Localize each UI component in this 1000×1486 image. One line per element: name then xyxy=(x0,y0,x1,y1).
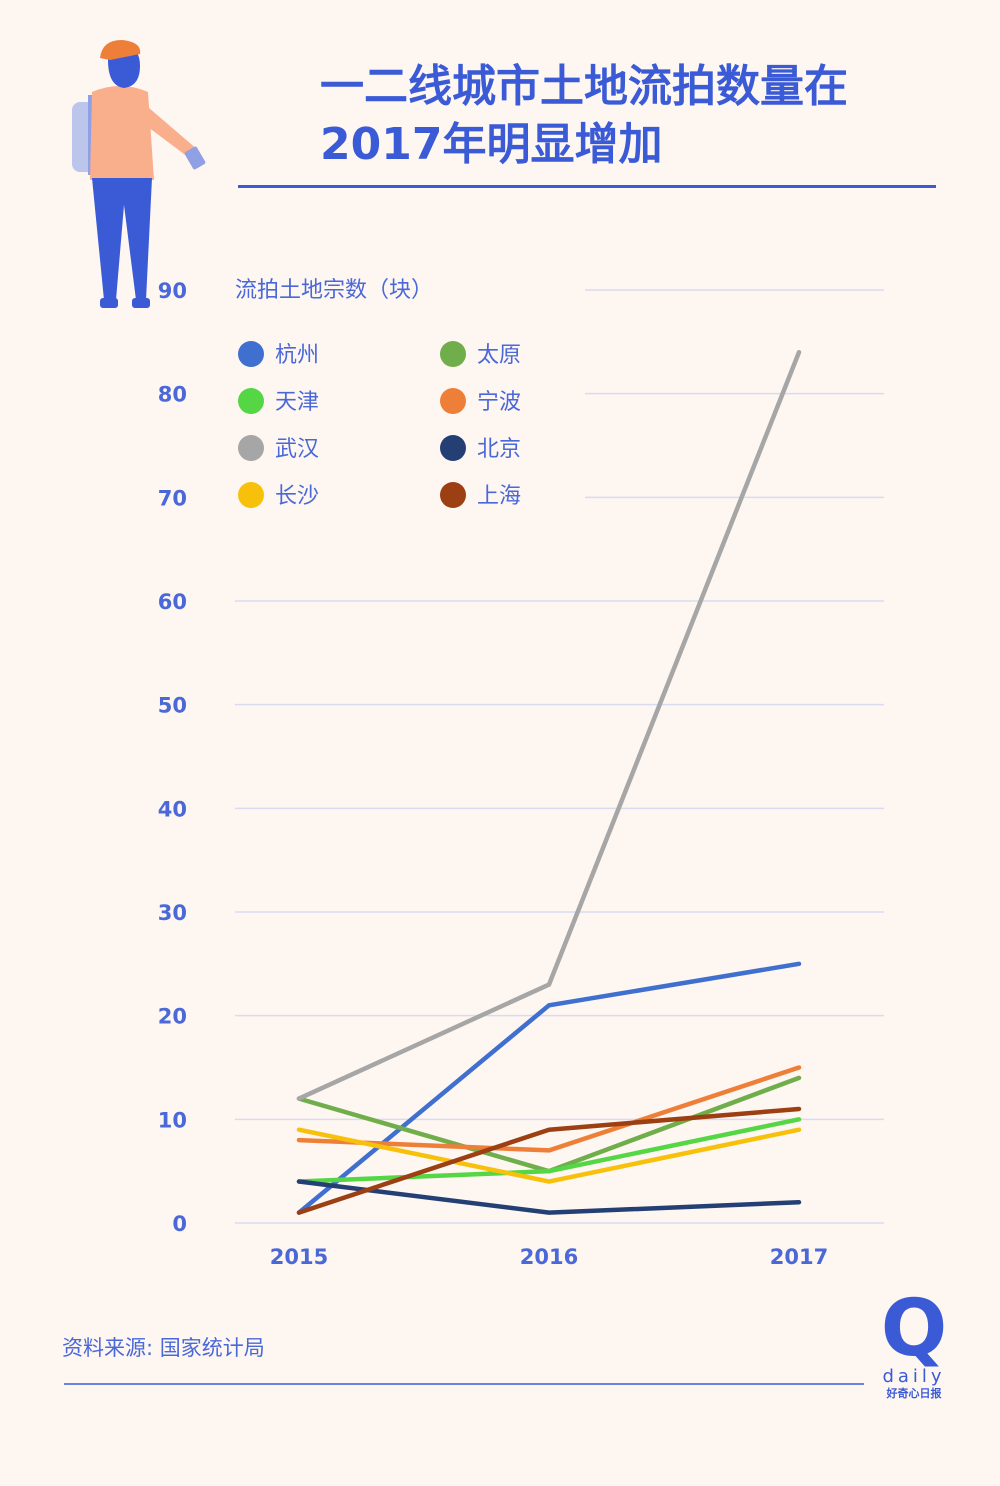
y-tick-label: 30 xyxy=(158,901,187,925)
x-tick-label: 2016 xyxy=(520,1245,578,1269)
grid-lines xyxy=(235,289,884,1224)
legend-label: 太原 xyxy=(477,343,521,368)
legend-label: 天津 xyxy=(275,390,319,415)
y-tick-label: 10 xyxy=(158,1108,187,1132)
shoe-right xyxy=(132,298,150,308)
y-tick-label: 40 xyxy=(158,797,187,821)
series-line-长沙 xyxy=(296,1127,802,1184)
legend-swatch xyxy=(238,482,264,508)
series-line-杭州 xyxy=(296,961,802,1215)
y-tick-label: 70 xyxy=(158,486,187,510)
logo-mark: Q xyxy=(881,1285,947,1374)
legend-label: 长沙 xyxy=(275,484,319,509)
legend-label: 上海 xyxy=(477,484,521,509)
legend-item: 杭州 xyxy=(238,341,319,368)
legs xyxy=(92,178,152,300)
legend-swatch xyxy=(440,341,466,367)
title-line-1: 一二线城市土地流拍数量在 xyxy=(320,61,848,112)
qdaily-logo: Q daily 好奇心日报 xyxy=(881,1285,947,1400)
x-tick-label: 2015 xyxy=(270,1245,328,1269)
legend-label: 武汉 xyxy=(275,437,319,462)
y-tick-label: 20 xyxy=(158,1005,187,1029)
legend-swatch xyxy=(440,482,466,508)
series-line-武汉 xyxy=(296,349,802,1101)
legend-item: 北京 xyxy=(440,435,521,462)
series-line-天津 xyxy=(296,1117,802,1184)
y-tick-label: 0 xyxy=(172,1212,187,1236)
legend-swatch xyxy=(238,435,264,461)
legend-label: 杭州 xyxy=(275,343,319,368)
legend-item: 太原 xyxy=(440,341,521,368)
series-line-宁波 xyxy=(296,1065,802,1153)
shoe-left xyxy=(100,298,118,308)
title-divider xyxy=(238,185,936,188)
legend-label: 宁波 xyxy=(477,390,521,415)
footer-divider xyxy=(64,1383,864,1385)
logo-word: daily xyxy=(882,1366,945,1387)
page-title: 一二线城市土地流拍数量在 2017年明显增加 xyxy=(320,58,848,174)
y-axis-label: 流拍土地宗数（块） xyxy=(235,278,433,303)
series-line-上海 xyxy=(296,1106,802,1215)
legend-item: 上海 xyxy=(440,482,521,509)
legend-item: 长沙 xyxy=(238,482,319,509)
legend-swatch xyxy=(238,388,264,414)
x-tick-labels: 2015 2016 2017 xyxy=(270,1245,828,1269)
series-lines xyxy=(296,349,802,1215)
phone-icon xyxy=(184,146,206,170)
series-line-北京 xyxy=(296,1179,802,1215)
x-tick-label: 2017 xyxy=(770,1245,828,1269)
y-tick-label: 60 xyxy=(158,590,187,614)
source-note: 资料来源: 国家统计局 xyxy=(62,1336,265,1360)
line-chart: 0 10 20 30 40 50 60 70 80 90 2015 2016 2017 流拍土地宗数（… xyxy=(158,278,884,1269)
legend-item: 宁波 xyxy=(440,388,521,415)
hair xyxy=(100,40,141,60)
legend-swatch xyxy=(440,435,466,461)
legend-label: 北京 xyxy=(477,437,521,462)
torso xyxy=(90,86,154,180)
legend-item: 武汉 xyxy=(238,435,319,462)
legend-swatch xyxy=(440,388,466,414)
y-tick-label: 90 xyxy=(158,279,187,303)
y-tick-label: 80 xyxy=(158,383,187,407)
y-tick-label: 50 xyxy=(158,694,187,718)
title-line-2: 2017年明显增加 xyxy=(320,119,663,170)
person-illustration xyxy=(72,40,206,308)
y-tick-labels: 0 10 20 30 40 50 60 70 80 90 xyxy=(158,279,187,1236)
legend-swatch xyxy=(238,341,264,367)
logo-tagline: 好奇心日报 xyxy=(886,1386,943,1400)
legend-item: 天津 xyxy=(238,388,319,415)
